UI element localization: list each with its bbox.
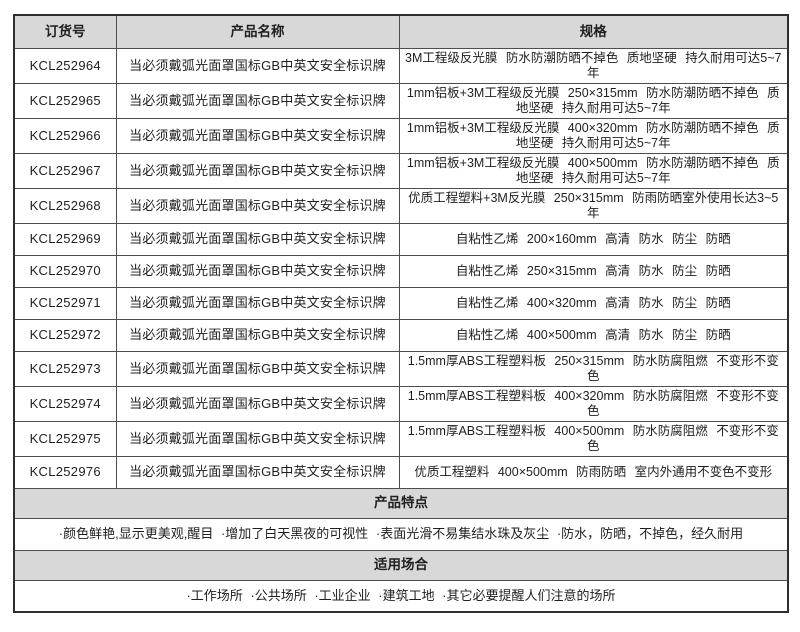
order-no-cell: KCL252974 — [13, 385, 117, 422]
order-no-cell: KCL252965 — [13, 82, 117, 119]
occasions-content-row: ·工作场所 ·公共场所 ·工业企业 ·建筑工地 ·其它必要提醒人们注意的场所 — [13, 579, 789, 613]
order-no-cell: KCL252968 — [13, 187, 117, 224]
table-row: KCL252973 当必须戴弧光面罩国标GB中英文安全标识牌 1.5mm厚ABS… — [13, 350, 789, 387]
table-row: KCL252967 当必须戴弧光面罩国标GB中英文安全标识牌 1mm铝板+3M工… — [13, 152, 789, 189]
table-row: KCL252974 当必须戴弧光面罩国标GB中英文安全标识牌 1.5mm厚ABS… — [13, 385, 789, 422]
spec-cell: 1mm铝板+3M工程级反光膜 400×500mm 防水防潮防晒不掉色 质地坚硬 … — [398, 152, 789, 189]
spec-cell: 优质工程塑料 400×500mm 防雨防晒 室内外通用不变色不变形 — [398, 455, 789, 489]
product-name-cell: 当必须戴弧光面罩国标GB中英文安全标识牌 — [115, 286, 400, 320]
order-no-cell: KCL252973 — [13, 350, 117, 387]
features-text: ·颜色鲜艳,显示更美观,醒目 ·增加了白天黑夜的可视性 ·表面光滑不易集结水珠及… — [13, 517, 789, 551]
product-spec-table: 订货号 产品名称 规格 KCL252964 当必须戴弧光面罩国标GB中英文安全标… — [13, 14, 789, 613]
header-row: 订货号 产品名称 规格 — [13, 14, 789, 49]
order-no-cell: KCL252967 — [13, 152, 117, 189]
header-order-no: 订货号 — [13, 14, 117, 49]
table-row: KCL252976 当必须戴弧光面罩国标GB中英文安全标识牌 优质工程塑料 40… — [13, 455, 789, 489]
order-no-cell: KCL252976 — [13, 455, 117, 489]
product-name-cell: 当必须戴弧光面罩国标GB中英文安全标识牌 — [115, 187, 400, 224]
product-rows: KCL252964 当必须戴弧光面罩国标GB中英文安全标识牌 3M工程级反光膜 … — [13, 47, 789, 489]
header-spec: 规格 — [398, 14, 789, 49]
table-row: KCL252972 当必须戴弧光面罩国标GB中英文安全标识牌 自粘性乙烯 400… — [13, 318, 789, 352]
order-no-cell: KCL252975 — [13, 420, 117, 457]
order-no-cell: KCL252966 — [13, 117, 117, 154]
table-row: KCL252969 当必须戴弧光面罩国标GB中英文安全标识牌 自粘性乙烯 200… — [13, 222, 789, 256]
features-header-row: 产品特点 — [13, 487, 789, 519]
order-no-cell: KCL252964 — [13, 47, 117, 84]
table-row: KCL252965 当必须戴弧光面罩国标GB中英文安全标识牌 1mm铝板+3M工… — [13, 82, 789, 119]
table-row: KCL252968 当必须戴弧光面罩国标GB中英文安全标识牌 优质工程塑料+3M… — [13, 187, 789, 224]
product-name-cell: 当必须戴弧光面罩国标GB中英文安全标识牌 — [115, 455, 400, 489]
spec-cell: 3M工程级反光膜 防水防潮防晒不掉色 质地坚硬 持久耐用可达5~7年 — [398, 47, 789, 84]
product-name-cell: 当必须戴弧光面罩国标GB中英文安全标识牌 — [115, 152, 400, 189]
product-name-cell: 当必须戴弧光面罩国标GB中英文安全标识牌 — [115, 47, 400, 84]
table-row: KCL252975 当必须戴弧光面罩国标GB中英文安全标识牌 1.5mm厚ABS… — [13, 420, 789, 457]
table-row: KCL252964 当必须戴弧光面罩国标GB中英文安全标识牌 3M工程级反光膜 … — [13, 47, 789, 84]
product-name-cell: 当必须戴弧光面罩国标GB中英文安全标识牌 — [115, 350, 400, 387]
header-product-name: 产品名称 — [115, 14, 400, 49]
spec-cell: 1.5mm厚ABS工程塑料板 400×500mm 防水防腐阻燃 不变形不变色 — [398, 420, 789, 457]
table-head: 订货号 产品名称 规格 — [13, 14, 789, 49]
order-no-cell: KCL252971 — [13, 286, 117, 320]
occasions-header: 适用场合 — [13, 549, 789, 581]
order-no-cell: KCL252969 — [13, 222, 117, 256]
spec-cell: 自粘性乙烯 200×160mm 高清 防水 防尘 防晒 — [398, 222, 789, 256]
spec-cell: 1mm铝板+3M工程级反光膜 400×320mm 防水防潮防晒不掉色 质地坚硬 … — [398, 117, 789, 154]
product-name-cell: 当必须戴弧光面罩国标GB中英文安全标识牌 — [115, 318, 400, 352]
product-name-cell: 当必须戴弧光面罩国标GB中英文安全标识牌 — [115, 82, 400, 119]
spec-cell: 优质工程塑料+3M反光膜 250×315mm 防雨防晒室外使用长达3~5年 — [398, 187, 789, 224]
table-row: KCL252970 当必须戴弧光面罩国标GB中英文安全标识牌 自粘性乙烯 250… — [13, 254, 789, 288]
product-name-cell: 当必须戴弧光面罩国标GB中英文安全标识牌 — [115, 222, 400, 256]
product-name-cell: 当必须戴弧光面罩国标GB中英文安全标识牌 — [115, 254, 400, 288]
spec-cell: 自粘性乙烯 250×315mm 高清 防水 防尘 防晒 — [398, 254, 789, 288]
table-row: KCL252971 当必须戴弧光面罩国标GB中英文安全标识牌 自粘性乙烯 400… — [13, 286, 789, 320]
occasions-header-row: 适用场合 — [13, 549, 789, 581]
spec-cell: 自粘性乙烯 400×320mm 高清 防水 防尘 防晒 — [398, 286, 789, 320]
spec-cell: 自粘性乙烯 400×500mm 高清 防水 防尘 防晒 — [398, 318, 789, 352]
spec-cell: 1.5mm厚ABS工程塑料板 250×315mm 防水防腐阻燃 不变形不变色 — [398, 350, 789, 387]
order-no-cell: KCL252970 — [13, 254, 117, 288]
order-no-cell: KCL252972 — [13, 318, 117, 352]
product-name-cell: 当必须戴弧光面罩国标GB中英文安全标识牌 — [115, 420, 400, 457]
features-header: 产品特点 — [13, 487, 789, 519]
spec-cell: 1mm铝板+3M工程级反光膜 250×315mm 防水防潮防晒不掉色 质地坚硬 … — [398, 82, 789, 119]
product-name-cell: 当必须戴弧光面罩国标GB中英文安全标识牌 — [115, 385, 400, 422]
product-name-cell: 当必须戴弧光面罩国标GB中英文安全标识牌 — [115, 117, 400, 154]
occasions-text: ·工作场所 ·公共场所 ·工业企业 ·建筑工地 ·其它必要提醒人们注意的场所 — [13, 579, 789, 613]
info-sections: 产品特点 ·颜色鲜艳,显示更美观,醒目 ·增加了白天黑夜的可视性 ·表面光滑不易… — [13, 487, 789, 613]
features-content-row: ·颜色鲜艳,显示更美观,醒目 ·增加了白天黑夜的可视性 ·表面光滑不易集结水珠及… — [13, 517, 789, 551]
spec-cell: 1.5mm厚ABS工程塑料板 400×320mm 防水防腐阻燃 不变形不变色 — [398, 385, 789, 422]
table-row: KCL252966 当必须戴弧光面罩国标GB中英文安全标识牌 1mm铝板+3M工… — [13, 117, 789, 154]
